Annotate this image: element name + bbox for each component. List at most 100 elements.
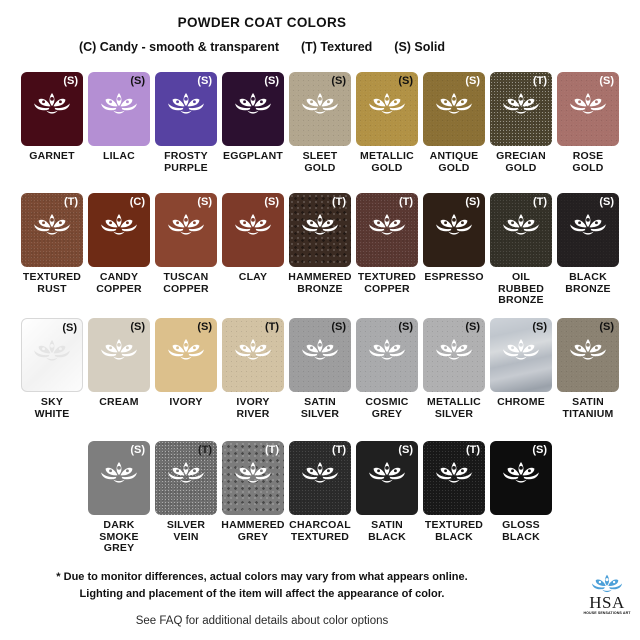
color-swatch-tuscan-copper[interactable]: (S) (155, 193, 217, 267)
swatch-label: GRECIAN GOLD (496, 150, 546, 174)
color-swatch-sky-white[interactable]: (S) (21, 318, 83, 392)
lotus-icon (100, 338, 138, 362)
finish-code-badge: (S) (130, 75, 145, 87)
color-swatch-grecian-gold[interactable]: (T) (490, 72, 552, 146)
swatch-label: DARK SMOKE GREY (99, 519, 139, 554)
color-swatch-cosmic-grey[interactable]: (S) (356, 318, 418, 392)
color-swatch-hammered-bronze[interactable]: (T) (289, 193, 351, 267)
finish-code-badge: (S) (532, 444, 547, 456)
swatch-cell-tuscan-copper: (S) TUSCAN COPPER (155, 193, 217, 307)
color-swatch-metallic-gold[interactable]: (S) (356, 72, 418, 146)
color-swatch-textured-rust[interactable]: (T) (21, 193, 83, 267)
color-swatch-black-bronze[interactable]: (S) (557, 193, 619, 267)
swatch-row-2: (T) TEXTURED RUST (C) CANDY COPPER (S) T… (0, 193, 640, 307)
swatch-label: ESPRESSO (424, 271, 484, 283)
lotus-icon (167, 338, 205, 362)
swatch-label: OIL RUBBED BRONZE (497, 271, 545, 306)
finish-code-badge: (S) (331, 75, 346, 87)
disclaimer-line-1: * Due to monitor differences, actual col… (56, 571, 468, 583)
swatch-cell-clay: (S) CLAY (222, 193, 284, 307)
lotus-icon (100, 92, 138, 116)
finish-code-badge: (C) (129, 196, 145, 208)
swatch-cell-satin-silver: (S) SATIN SILVER (289, 318, 351, 420)
swatch-cell-textured-black: (T) TEXTURED BLACK (423, 441, 485, 555)
finish-code-badge: (T) (264, 444, 279, 456)
color-swatch-cream[interactable]: (S) (88, 318, 150, 392)
color-swatch-metallic-silver[interactable]: (S) (423, 318, 485, 392)
lotus-icon (234, 213, 272, 237)
lotus-icon (167, 213, 205, 237)
color-swatch-satin-titanium[interactable]: (S) (557, 318, 619, 392)
lotus-icon (301, 461, 339, 485)
color-swatch-gloss-black[interactable]: (S) (490, 441, 552, 515)
swatch-cell-silver-vein: (T) SILVER VEIN (155, 441, 217, 555)
color-swatch-espresso[interactable]: (S) (423, 193, 485, 267)
color-swatch-satin-silver[interactable]: (S) (289, 318, 351, 392)
swatch-cell-gloss-black: (S) GLOSS BLACK (490, 441, 552, 555)
swatch-cell-satin-titanium: (S) SATIN TITANIUM (557, 318, 619, 420)
swatch-label: CLAY (238, 271, 268, 283)
disclaimer-text: * Due to monitor differences, actual col… (0, 569, 524, 602)
color-swatch-oil-rubbed-bronze[interactable]: (T) (490, 193, 552, 267)
hsa-logo-name: HOUSE SENSATIONS ART (583, 611, 631, 615)
lotus-icon (435, 461, 473, 485)
swatch-label: SATIN BLACK (368, 519, 406, 543)
finish-code-badge: (S) (599, 321, 614, 333)
lotus-icon (100, 461, 138, 485)
color-swatch-lilac[interactable]: (S) (88, 72, 150, 146)
color-swatch-satin-black[interactable]: (S) (356, 441, 418, 515)
finish-code-badge: (S) (130, 444, 145, 456)
color-swatch-ivory[interactable]: (S) (155, 318, 217, 392)
lotus-icon (502, 213, 540, 237)
color-swatch-rose-gold[interactable]: (S) (557, 72, 619, 146)
footer: * Due to monitor differences, actual col… (0, 569, 524, 627)
lotus-icon (502, 92, 540, 116)
color-swatch-clay[interactable]: (S) (222, 193, 284, 267)
swatch-cell-eggplant: (S) EGGPLANT (222, 72, 284, 174)
lotus-icon (569, 213, 607, 237)
color-swatch-textured-copper[interactable]: (T) (356, 193, 418, 267)
color-swatch-hammered-grey[interactable]: (T) (222, 441, 284, 515)
swatch-label: CHROME (497, 396, 545, 408)
swatch-cell-lilac: (S) LILAC (88, 72, 150, 174)
color-swatch-antique-gold[interactable]: (S) (423, 72, 485, 146)
finish-code-badge: (T) (398, 196, 413, 208)
swatch-cell-frosty-purple: (S) FROSTY PURPLE (155, 72, 217, 174)
lotus-icon (301, 213, 339, 237)
lotus-icon (569, 338, 607, 362)
color-swatch-charcoal-textured[interactable]: (T) (289, 441, 351, 515)
lotus-icon (502, 338, 540, 362)
color-swatch-candy-copper[interactable]: (C) (88, 193, 150, 267)
swatch-label: HAMMERED GREY (221, 519, 285, 543)
lotus-icon (301, 92, 339, 116)
color-swatch-dark-smoke-grey[interactable]: (S) (88, 441, 150, 515)
finish-code-badge: (S) (197, 321, 212, 333)
color-swatch-chrome[interactable]: (S) (490, 318, 552, 392)
lotus-icon (435, 92, 473, 116)
swatch-label: LILAC (103, 150, 135, 162)
swatch-label: BLACK BRONZE (565, 271, 611, 295)
color-swatch-frosty-purple[interactable]: (S) (155, 72, 217, 146)
swatch-label: ANTIQUE GOLD (429, 150, 479, 174)
hsa-logo-abbr: HSA (589, 593, 625, 612)
finish-code-badge: (T) (465, 444, 480, 456)
color-swatch-eggplant[interactable]: (S) (222, 72, 284, 146)
color-swatch-garnet[interactable]: (S) (21, 72, 83, 146)
color-swatch-textured-black[interactable]: (T) (423, 441, 485, 515)
swatch-cell-antique-gold: (S) ANTIQUE GOLD (423, 72, 485, 174)
swatch-cell-grecian-gold: (T) GRECIAN GOLD (490, 72, 552, 174)
lotus-icon (368, 338, 406, 362)
swatch-cell-charcoal-textured: (T) CHARCOAL TEXTURED (289, 441, 351, 555)
swatch-label: TUSCAN COPPER (163, 271, 209, 295)
swatch-cell-oil-rubbed-bronze: (T) OIL RUBBED BRONZE (490, 193, 552, 307)
color-swatch-sleet-gold[interactable]: (S) (289, 72, 351, 146)
color-swatch-silver-vein[interactable]: (T) (155, 441, 217, 515)
color-swatch-ivory-river[interactable]: (T) (222, 318, 284, 392)
swatch-cell-satin-black: (S) SATIN BLACK (356, 441, 418, 555)
swatch-cell-sky-white: (S) SKY WHITE (21, 318, 83, 420)
swatch-cell-rose-gold: (S) ROSE GOLD (557, 72, 619, 174)
finish-code-badge: (S) (264, 196, 279, 208)
swatch-row-1: (S) GARNET (S) LILAC (S) FROSTY PURPLE (… (0, 72, 640, 174)
lotus-icon (167, 92, 205, 116)
